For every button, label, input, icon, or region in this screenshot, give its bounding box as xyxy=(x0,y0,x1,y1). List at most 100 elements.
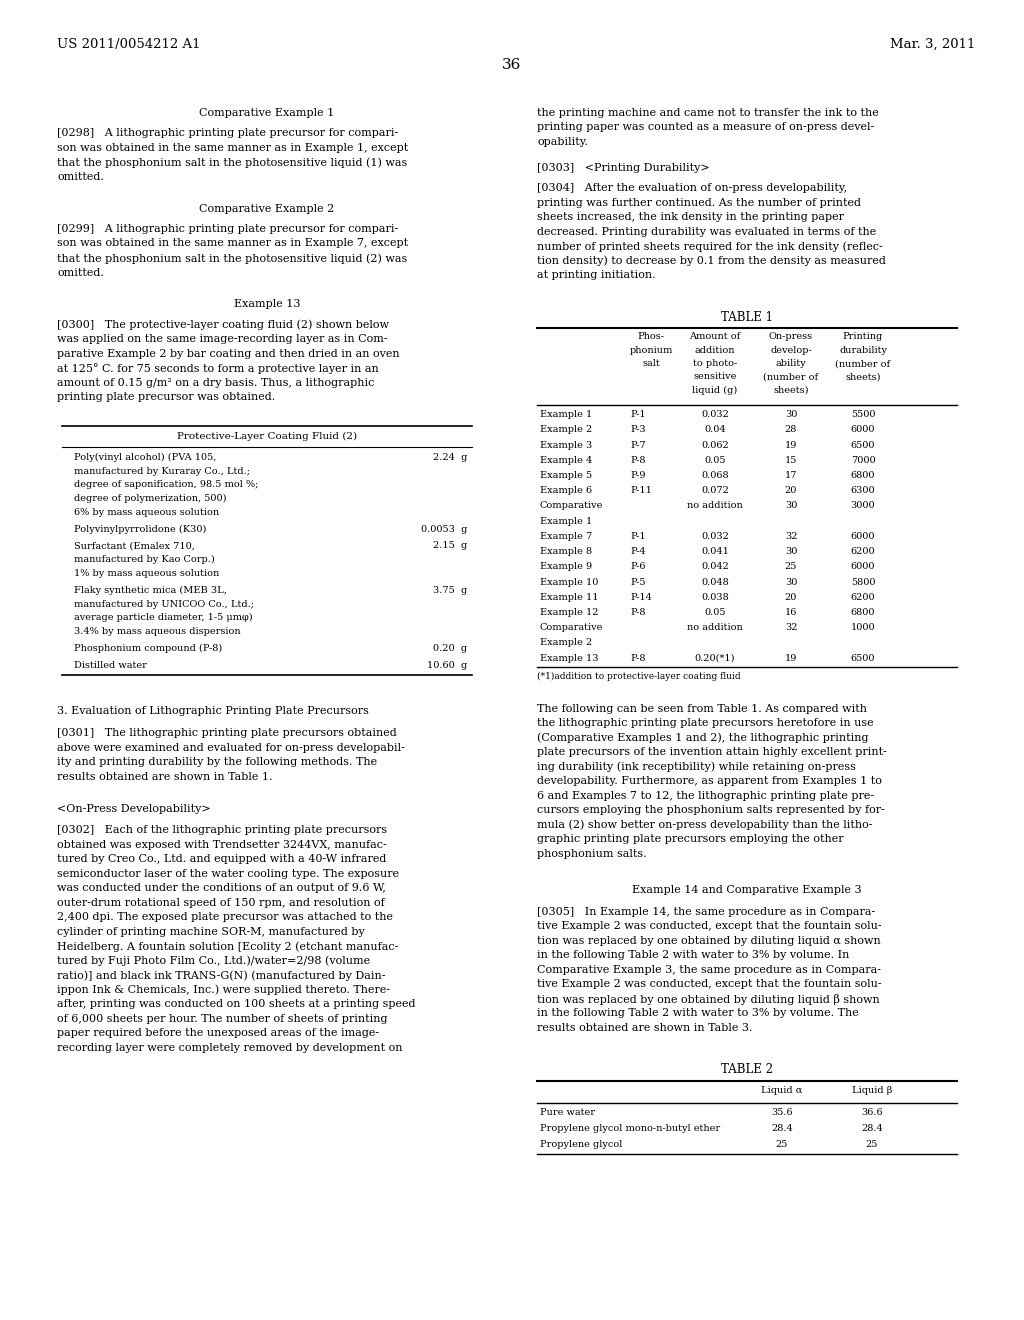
Text: cursors employing the phosphonium salts represented by for-: cursors employing the phosphonium salts … xyxy=(537,805,885,816)
Text: 0.032: 0.032 xyxy=(701,411,729,418)
Text: Phos-: Phos- xyxy=(638,333,665,342)
Text: Example 1: Example 1 xyxy=(540,411,592,418)
Text: 6500: 6500 xyxy=(851,441,876,450)
Text: tion was replaced by one obtained by diluting liquid β shown: tion was replaced by one obtained by dil… xyxy=(537,994,880,1005)
Text: 0.068: 0.068 xyxy=(701,471,729,480)
Text: no addition: no addition xyxy=(687,623,742,632)
Text: 6 and Examples 7 to 12, the lithographic printing plate pre-: 6 and Examples 7 to 12, the lithographic… xyxy=(537,791,874,801)
Text: omitted.: omitted. xyxy=(57,172,103,182)
Text: above were examined and evaluated for on-press developabil-: above were examined and evaluated for on… xyxy=(57,743,404,752)
Text: 6800: 6800 xyxy=(851,471,876,480)
Text: son was obtained in the same manner as in Example 7, except: son was obtained in the same manner as i… xyxy=(57,239,409,248)
Text: P-9: P-9 xyxy=(630,471,645,480)
Text: tive Example 2 was conducted, except that the fountain solu-: tive Example 2 was conducted, except tha… xyxy=(537,921,882,932)
Text: [0300]   The protective-layer coating fluid (2) shown below: [0300] The protective-layer coating flui… xyxy=(57,319,389,330)
Text: 25: 25 xyxy=(784,562,798,572)
Text: 6% by mass aqueous solution: 6% by mass aqueous solution xyxy=(74,508,219,517)
Text: at 125° C. for 75 seconds to form a protective layer in an: at 125° C. for 75 seconds to form a prot… xyxy=(57,363,379,374)
Text: phonium: phonium xyxy=(630,346,673,355)
Text: parative Example 2 by bar coating and then dried in an oven: parative Example 2 by bar coating and th… xyxy=(57,348,399,359)
Text: Example 4: Example 4 xyxy=(540,455,592,465)
Text: 30: 30 xyxy=(784,411,798,418)
Text: P-8: P-8 xyxy=(630,609,645,616)
Text: sheets): sheets) xyxy=(773,385,809,395)
Text: Comparative: Comparative xyxy=(540,623,603,632)
Text: 6200: 6200 xyxy=(851,546,876,556)
Text: P-3: P-3 xyxy=(630,425,645,434)
Text: Example 12: Example 12 xyxy=(540,609,598,616)
Text: P-5: P-5 xyxy=(630,578,645,586)
Text: son was obtained in the same manner as in Example 1, except: son was obtained in the same manner as i… xyxy=(57,143,409,153)
Text: results obtained are shown in Table 1.: results obtained are shown in Table 1. xyxy=(57,772,272,781)
Text: sheets increased, the ink density in the printing paper: sheets increased, the ink density in the… xyxy=(537,213,844,222)
Text: ability: ability xyxy=(775,359,806,368)
Text: TABLE 1: TABLE 1 xyxy=(721,312,773,323)
Text: Propylene glycol: Propylene glycol xyxy=(540,1140,623,1150)
Text: mula (2) show better on-press developability than the litho-: mula (2) show better on-press developabi… xyxy=(537,820,872,830)
Text: 5500: 5500 xyxy=(851,411,876,418)
Text: Example 2: Example 2 xyxy=(540,639,592,648)
Text: Propylene glycol mono-n-butyl ether: Propylene glycol mono-n-butyl ether xyxy=(540,1125,720,1133)
Text: On-press: On-press xyxy=(769,333,813,342)
Text: 10.60  g: 10.60 g xyxy=(427,661,467,669)
Text: 6000: 6000 xyxy=(851,532,876,541)
Text: Example 7: Example 7 xyxy=(540,532,592,541)
Text: tion was replaced by one obtained by diluting liquid α shown: tion was replaced by one obtained by dil… xyxy=(537,936,881,946)
Text: developability. Furthermore, as apparent from Examples 1 to: developability. Furthermore, as apparent… xyxy=(537,776,882,787)
Text: 28.4: 28.4 xyxy=(861,1125,883,1133)
Text: in the following Table 2 with water to 3% by volume. In: in the following Table 2 with water to 3… xyxy=(537,950,849,961)
Text: TABLE 2: TABLE 2 xyxy=(721,1064,773,1076)
Text: 32: 32 xyxy=(784,623,798,632)
Text: 35.6: 35.6 xyxy=(771,1109,793,1117)
Text: 6300: 6300 xyxy=(851,486,876,495)
Text: develop-: develop- xyxy=(770,346,812,355)
Text: 3.75  g: 3.75 g xyxy=(433,586,467,595)
Text: manufactured by Kuraray Co., Ltd.;: manufactured by Kuraray Co., Ltd.; xyxy=(74,467,250,475)
Text: 1% by mass aqueous solution: 1% by mass aqueous solution xyxy=(74,569,219,578)
Text: 16: 16 xyxy=(784,609,798,616)
Text: 0.042: 0.042 xyxy=(701,562,729,572)
Text: printing was further continued. As the number of printed: printing was further continued. As the n… xyxy=(537,198,861,209)
Text: [0303]   <Printing Durability>: [0303] <Printing Durability> xyxy=(537,164,710,173)
Text: 0.05: 0.05 xyxy=(705,455,726,465)
Text: 3.4% by mass aqueous dispersion: 3.4% by mass aqueous dispersion xyxy=(74,627,241,636)
Text: Liquid α: Liquid α xyxy=(761,1086,803,1094)
Text: no addition: no addition xyxy=(687,502,742,511)
Text: 0.032: 0.032 xyxy=(701,532,729,541)
Text: Pure water: Pure water xyxy=(540,1109,595,1117)
Text: plate precursors of the invention attain highly excellent print-: plate precursors of the invention attain… xyxy=(537,747,887,758)
Text: ing durability (ink receptibility) while retaining on-press: ing durability (ink receptibility) while… xyxy=(537,762,856,772)
Text: (number of: (number of xyxy=(764,372,818,381)
Text: P-4: P-4 xyxy=(630,546,645,556)
Text: Comparative Example 3, the same procedure as in Compara-: Comparative Example 3, the same procedur… xyxy=(537,965,881,975)
Text: of 6,000 sheets per hour. The number of sheets of printing: of 6,000 sheets per hour. The number of … xyxy=(57,1014,387,1024)
Text: [0298]   A lithographic printing plate precursor for compari-: [0298] A lithographic printing plate pre… xyxy=(57,128,398,139)
Text: ratio)] and black ink TRANS-G(N) (manufactured by Dain-: ratio)] and black ink TRANS-G(N) (manufa… xyxy=(57,970,385,981)
Text: omitted.: omitted. xyxy=(57,268,103,277)
Text: Mar. 3, 2011: Mar. 3, 2011 xyxy=(890,38,975,51)
Text: Polyvinylpyrrolidone (K30): Polyvinylpyrrolidone (K30) xyxy=(74,525,207,533)
Text: 36.6: 36.6 xyxy=(861,1109,883,1117)
Text: at printing initiation.: at printing initiation. xyxy=(537,271,655,280)
Text: Example 3: Example 3 xyxy=(540,441,592,450)
Text: 7000: 7000 xyxy=(851,455,876,465)
Text: to photo-: to photo- xyxy=(693,359,737,368)
Text: The following can be seen from Table 1. As compared with: The following can be seen from Table 1. … xyxy=(537,704,867,714)
Text: Protective-Layer Coating Fluid (2): Protective-Layer Coating Fluid (2) xyxy=(177,432,357,441)
Text: Example 1: Example 1 xyxy=(540,516,592,525)
Text: that the phosphonium salt in the photosensitive liquid (1) was: that the phosphonium salt in the photose… xyxy=(57,157,408,168)
Text: Example 9: Example 9 xyxy=(540,562,592,572)
Text: Distilled water: Distilled water xyxy=(74,661,146,669)
Text: 25: 25 xyxy=(776,1140,788,1150)
Text: [0301]   The lithographic printing plate precursors obtained: [0301] The lithographic printing plate p… xyxy=(57,729,396,738)
Text: Printing: Printing xyxy=(843,333,883,342)
Text: 36: 36 xyxy=(503,58,521,73)
Text: US 2011/0054212 A1: US 2011/0054212 A1 xyxy=(57,38,201,51)
Text: 6200: 6200 xyxy=(851,593,876,602)
Text: tured by Fuji Photo Film Co., Ltd.)/water=2/98 (volume: tured by Fuji Photo Film Co., Ltd.)/wate… xyxy=(57,956,370,966)
Text: <On-Press Developability>: <On-Press Developability> xyxy=(57,804,211,813)
Text: recording layer were completely removed by development on: recording layer were completely removed … xyxy=(57,1043,402,1053)
Text: 19: 19 xyxy=(784,441,798,450)
Text: after, printing was conducted on 100 sheets at a printing speed: after, printing was conducted on 100 she… xyxy=(57,999,416,1010)
Text: [0304]   After the evaluation of on-press developability,: [0304] After the evaluation of on-press … xyxy=(537,183,847,194)
